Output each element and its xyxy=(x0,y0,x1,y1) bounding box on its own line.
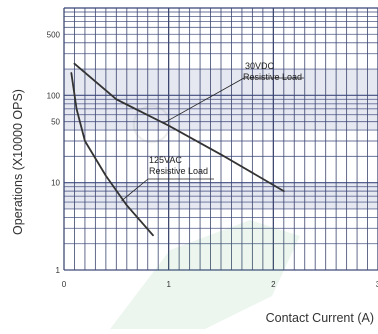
grid-layer xyxy=(63,7,378,271)
series-label-leader-1 xyxy=(121,178,149,202)
series-line-1 xyxy=(70,72,154,237)
watermark-leaf-shape xyxy=(110,220,300,329)
series-label-text-1: 125VAC xyxy=(149,155,182,165)
x-tick-label: 0 xyxy=(62,280,67,289)
y-axis-title: Operations (X10000 OPS) xyxy=(11,89,25,235)
watermark-arc-shape xyxy=(132,105,171,144)
series-label-text-0: 30VDC xyxy=(245,61,275,71)
y-tick-label: 10 xyxy=(51,179,60,188)
tick-labels-layer: 012311050100500 xyxy=(47,30,378,289)
y-tick-label: 1 xyxy=(56,266,61,275)
x-tick-label: 1 xyxy=(166,280,171,289)
series-line-0 xyxy=(73,62,285,193)
series-label-text-1: Resistive Load xyxy=(149,166,208,176)
watermark-layer xyxy=(110,105,300,329)
x-axis-title: Contact Current (A) xyxy=(266,311,374,325)
x-tick-label: 3 xyxy=(376,280,378,289)
series-label-leader-0 xyxy=(163,77,245,124)
series-label-text-0: Resistive Load xyxy=(243,72,302,82)
y-tick-label: 500 xyxy=(47,30,61,39)
y-tick-label: 100 xyxy=(47,91,61,100)
y-tick-label: 50 xyxy=(51,118,60,127)
x-tick-label: 2 xyxy=(271,280,276,289)
